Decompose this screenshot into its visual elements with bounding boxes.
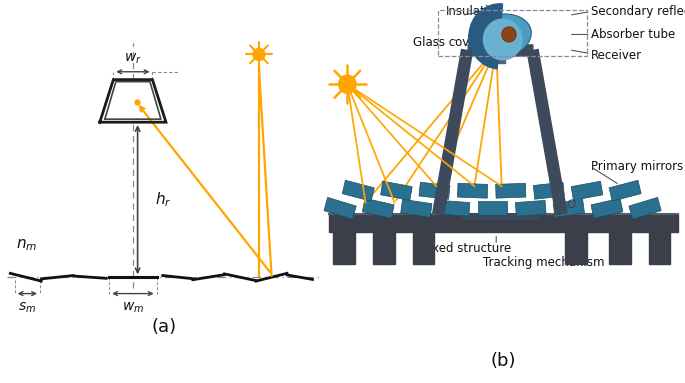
Polygon shape bbox=[609, 180, 641, 201]
Bar bbox=[329, 214, 677, 232]
Text: Insulation: Insulation bbox=[445, 5, 503, 18]
Text: $w_r$: $w_r$ bbox=[124, 52, 142, 66]
Polygon shape bbox=[362, 198, 394, 218]
Text: Primary mirrors: Primary mirrors bbox=[590, 160, 683, 173]
Polygon shape bbox=[401, 199, 432, 218]
Text: Secondary reflector: Secondary reflector bbox=[590, 5, 685, 18]
Bar bbox=[373, 232, 395, 264]
Circle shape bbox=[338, 75, 356, 93]
Text: (a): (a) bbox=[152, 318, 177, 336]
Polygon shape bbox=[419, 182, 450, 199]
Text: $w_m$: $w_m$ bbox=[122, 301, 144, 315]
Text: (b): (b) bbox=[490, 352, 516, 370]
Text: Glass cover: Glass cover bbox=[412, 36, 481, 49]
Bar bbox=[649, 232, 671, 264]
Bar bbox=[333, 232, 355, 264]
Text: $h_r$: $h_r$ bbox=[155, 190, 171, 209]
Bar bbox=[565, 232, 587, 264]
Polygon shape bbox=[342, 180, 374, 201]
Bar bbox=[412, 232, 434, 264]
Polygon shape bbox=[439, 200, 470, 216]
Polygon shape bbox=[571, 181, 603, 200]
Polygon shape bbox=[591, 198, 623, 218]
Text: Receiver: Receiver bbox=[590, 49, 642, 62]
Polygon shape bbox=[458, 183, 488, 198]
Bar bbox=[609, 232, 630, 264]
Text: Fixed structure: Fixed structure bbox=[423, 242, 511, 255]
Text: $n_m$: $n_m$ bbox=[16, 237, 38, 253]
Polygon shape bbox=[496, 183, 526, 198]
Circle shape bbox=[501, 27, 516, 42]
Wedge shape bbox=[469, 4, 503, 69]
Text: Absorber tube: Absorber tube bbox=[590, 28, 675, 41]
Polygon shape bbox=[534, 182, 564, 199]
Polygon shape bbox=[477, 201, 508, 215]
Polygon shape bbox=[553, 199, 584, 218]
Polygon shape bbox=[381, 181, 412, 200]
Bar bbox=[438, 10, 587, 56]
Polygon shape bbox=[324, 197, 356, 219]
Polygon shape bbox=[629, 197, 661, 219]
Wedge shape bbox=[483, 18, 523, 61]
Circle shape bbox=[253, 48, 265, 61]
Text: Tracking mechanism: Tracking mechanism bbox=[483, 256, 604, 269]
Bar bbox=[495, 48, 506, 63]
Ellipse shape bbox=[469, 14, 532, 59]
Text: $s_m$: $s_m$ bbox=[18, 301, 36, 315]
Polygon shape bbox=[515, 200, 546, 216]
